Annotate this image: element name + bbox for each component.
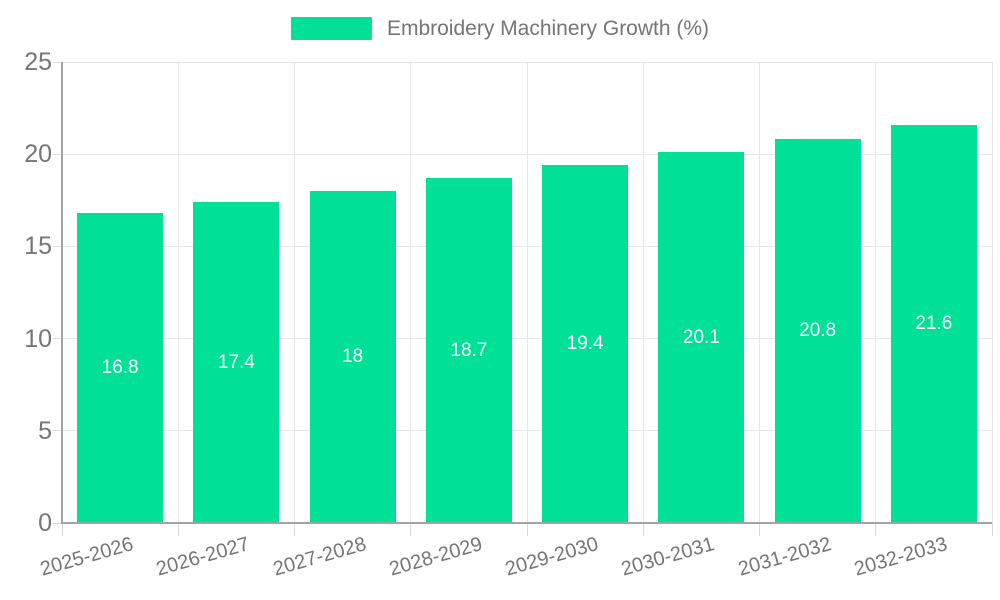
x-axis-line (61, 522, 992, 524)
bar-value-label: 19.4 (566, 333, 604, 355)
y-tick-mark (53, 153, 62, 155)
bar-value-label: 17.4 (217, 351, 255, 373)
bar[interactable] (890, 124, 977, 523)
x-tick-mark (410, 523, 412, 536)
bar-value-label: 20.1 (682, 326, 720, 348)
x-gridline (642, 62, 644, 523)
y-tick-mark (53, 61, 62, 63)
y-tick-mark (53, 430, 62, 432)
y-tick-mark (53, 338, 62, 340)
bar[interactable] (77, 213, 164, 523)
bar[interactable] (658, 152, 745, 523)
y-axis-tick-label: 10 (24, 324, 52, 353)
x-gridline (410, 62, 412, 523)
y-axis-tick-label: 15 (24, 232, 52, 261)
legend-label: Embroidery Machinery Growth (%) (386, 17, 710, 40)
bar[interactable] (542, 165, 629, 523)
x-tick-mark (526, 523, 528, 536)
y-tick-mark (53, 245, 62, 247)
x-gridline (526, 62, 528, 523)
x-tick-mark (61, 523, 63, 536)
x-tick-mark (294, 523, 295, 536)
y-axis-line (61, 62, 63, 524)
y-axis-tick-label: 20 (24, 140, 52, 169)
bar[interactable] (774, 139, 861, 523)
y-axis-tick-label: 0 (38, 509, 52, 537)
x-gridline (294, 62, 295, 523)
x-gridline (759, 62, 760, 523)
bar-value-label: 20.8 (799, 320, 837, 342)
x-tick-mark (642, 523, 644, 536)
y-axis-tick-label: 5 (38, 416, 52, 445)
bar[interactable] (425, 178, 512, 523)
x-tick-mark (177, 523, 179, 536)
bar-value-label: 21.6 (915, 312, 953, 334)
plot-right-border (991, 62, 993, 523)
legend-color-swatch (290, 17, 372, 40)
x-gridline (177, 62, 179, 523)
bar[interactable] (193, 202, 280, 523)
bar-value-label: 18 (342, 346, 364, 368)
bar-value-label: 18.7 (450, 339, 488, 361)
bar[interactable] (309, 191, 396, 523)
x-gridline (875, 62, 877, 523)
legend-item[interactable]: Embroidery Machinery Growth (%) (290, 17, 710, 40)
x-tick-mark (991, 523, 993, 536)
bar-value-label: 16.8 (101, 357, 139, 379)
x-tick-mark (875, 523, 877, 536)
y-axis-tick-label: 25 (24, 48, 52, 76)
x-tick-mark (759, 523, 760, 536)
y-tick-mark (53, 522, 62, 524)
